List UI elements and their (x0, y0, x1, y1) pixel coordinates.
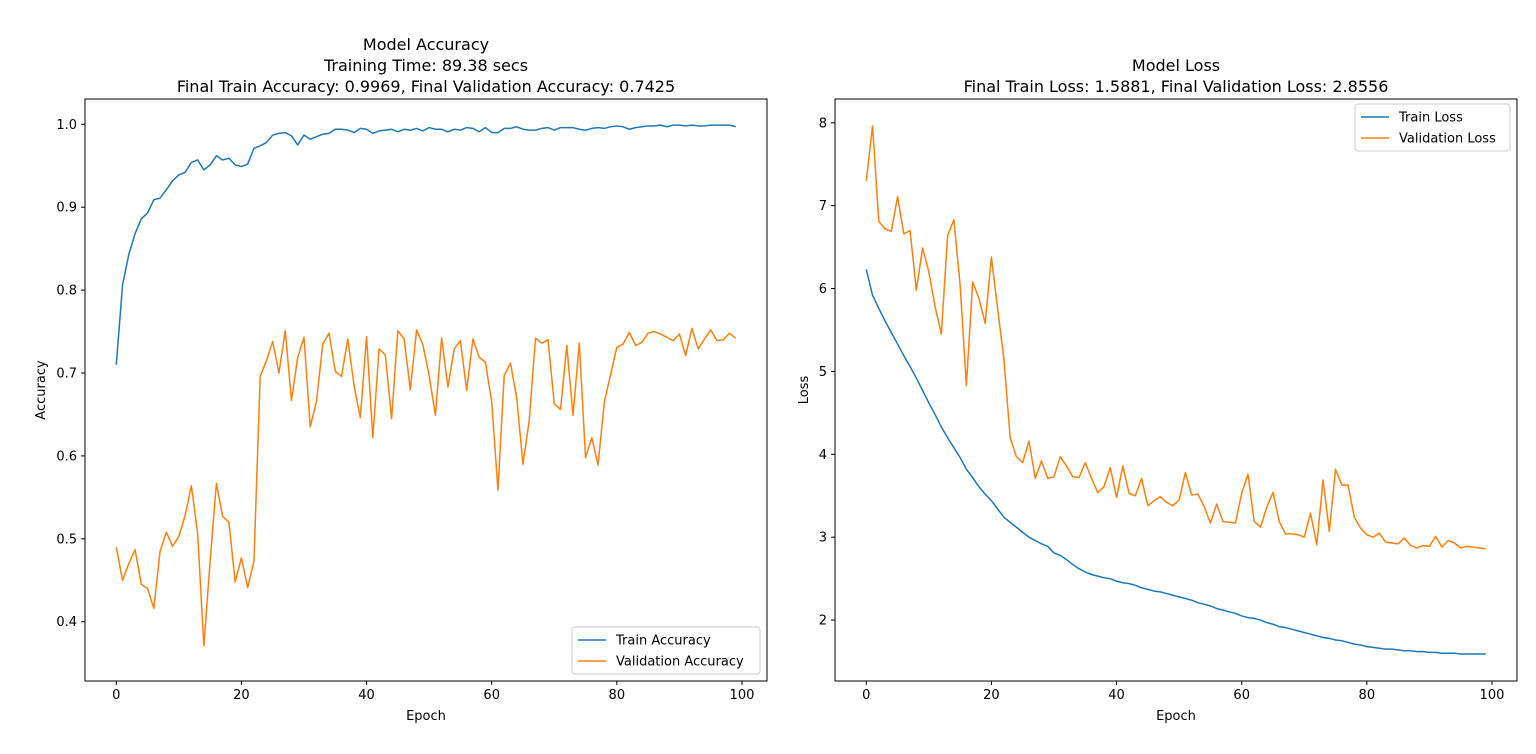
chart-loss: Model Loss Final Train Loss: 1.5881, Fina… (797, 56, 1518, 724)
chart-title-line: Model Loss (1132, 56, 1220, 75)
legend-box (1354, 103, 1511, 152)
chart-title-line: Final Train Loss: 1.5881, Final Validati… (964, 77, 1389, 96)
legend-entry-label: Validation Loss (1399, 132, 1496, 147)
series-line-1 (115, 327, 737, 647)
y-tick-label: 0.6 (56, 449, 77, 464)
x-tick-label: 20 (983, 688, 1000, 703)
series-line-0 (115, 124, 736, 365)
x-tick-label: 60 (1233, 688, 1250, 703)
legend: Train Accuracy Validation Accuracy (571, 626, 761, 675)
x-tick-label: 0 (862, 688, 870, 703)
y-tick-label: 5 (819, 365, 827, 380)
x-tick-label: 80 (609, 688, 626, 703)
y-tick-label: 8 (819, 116, 827, 131)
plot-frame (834, 98, 1518, 682)
legend: Train Loss Validation Loss (1354, 103, 1511, 152)
y-tick-label: 6 (819, 282, 827, 297)
x-tick-label: 0 (112, 688, 120, 703)
legend-entry-label: Train Accuracy (615, 634, 711, 649)
y-tick-label: 0.5 (56, 532, 77, 547)
x-tick-label: 40 (358, 688, 375, 703)
x-tick-label: 60 (483, 688, 500, 703)
y-tick-label: 0.9 (56, 201, 77, 216)
y-tick-label: 3 (819, 531, 827, 546)
y-tick-label: 1.0 (56, 118, 77, 133)
legend-box (571, 626, 761, 675)
y-tick-label: 0.8 (56, 284, 77, 299)
y-axis-label: Accuracy (34, 360, 49, 420)
y-tick-label: 0.7 (56, 367, 77, 382)
legend-entry-label: Train Loss (1398, 111, 1463, 126)
x-tick-label: 40 (1108, 688, 1125, 703)
series-line-1 (865, 125, 1486, 550)
x-tick-label: 80 (1359, 688, 1376, 703)
y-axis-label: Loss (797, 376, 812, 405)
y-tick-label: 2 (819, 614, 827, 629)
chart-title-line: Model Accuracy (363, 35, 489, 54)
x-axis-label: Epoch (406, 709, 446, 724)
y-tick-label: 4 (819, 448, 827, 463)
series-line-0 (865, 269, 1486, 655)
x-axis-label: Epoch (1156, 709, 1196, 724)
x-tick-label: 100 (1480, 688, 1505, 703)
chart-title-line: Final Train Accuracy: 0.9969, Final Vali… (177, 77, 675, 96)
plot-frame (84, 98, 768, 682)
legend-entry-label: Validation Accuracy (616, 655, 744, 670)
y-tick-label: 7 (819, 199, 827, 214)
x-tick-label: 20 (233, 688, 250, 703)
y-tick-label: 0.4 (56, 615, 77, 630)
x-tick-label: 100 (730, 688, 755, 703)
chart-accuracy: Model Accuracy Training Time: 89.38 secs F… (34, 35, 768, 724)
chart-title-line: Training Time: 89.38 secs (323, 56, 528, 75)
